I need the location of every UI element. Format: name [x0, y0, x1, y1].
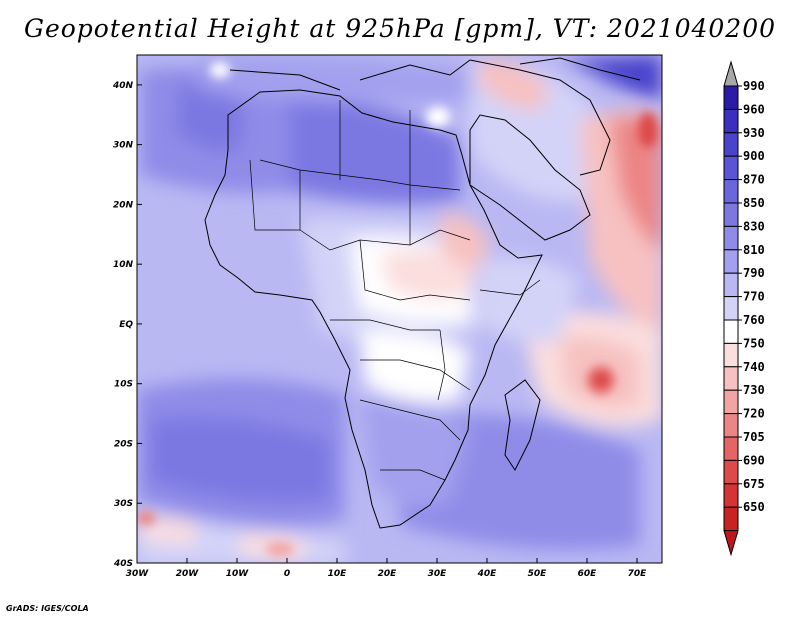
colorbar-label: 810 [743, 243, 765, 257]
lon-tick-label: 30W [126, 569, 150, 579]
lon-tick-label: 50E [528, 569, 548, 579]
colorbar-label: 690 [743, 453, 765, 467]
map-frame [136, 54, 663, 564]
colorbar-label: 930 [743, 126, 765, 140]
lat-tick-label: 20N [113, 200, 134, 210]
colorbar-label: 760 [743, 313, 765, 327]
colorbar-swatch [723, 272, 739, 298]
colorbar-swatch [723, 155, 739, 181]
colorbar-swatch [723, 202, 739, 227]
lat-tick-label: 30S [114, 499, 133, 509]
lon-tick-label: 20W [176, 569, 200, 579]
colorbar-label: 750 [743, 336, 765, 350]
colorbar-swatch [723, 459, 739, 485]
colorbar-label: 675 [743, 477, 765, 491]
lon-tick-label: 60E [578, 569, 598, 579]
colorbar-label: 830 [743, 219, 765, 233]
lat-tick-label: 40S [113, 559, 133, 569]
colorbar-swatch [723, 413, 739, 438]
colorbar-label: 740 [743, 360, 765, 374]
lat-tick-label: 10N [113, 260, 134, 270]
latitude-axis: 40N 30N 20N 10N EQ 10S 20S 30S 40S [112, 81, 142, 569]
colorbar-bottom-triangle [723, 530, 739, 557]
lon-tick-label: 40E [477, 569, 498, 579]
colorbar-label: 960 [743, 102, 765, 116]
colorbar-swatch [723, 483, 739, 508]
colorbar-swatch [723, 225, 739, 251]
colorbar-swatch [723, 389, 739, 415]
borders [249, 100, 541, 481]
colorbar-top-triangle [723, 60, 739, 87]
colorbar-swatch [723, 132, 739, 157]
lat-tick-label: 40N [112, 81, 134, 91]
colorbar-label: 900 [743, 149, 765, 163]
colorbar-label: 770 [743, 290, 765, 304]
lon-tick-label: 70E [628, 569, 648, 579]
colorbar-label: 990 [743, 79, 765, 93]
colorbar-label: 870 [743, 173, 765, 187]
lon-tick-label: 10E [328, 569, 348, 579]
lon-tick-label: 10W [226, 569, 250, 579]
lat-tick-label: EQ [119, 320, 133, 330]
colorbar-swatch [723, 342, 739, 368]
chart-title: Geopotential Height at 925hPa [gpm], VT:… [23, 14, 777, 43]
colorbar-label: 720 [743, 407, 765, 421]
grads-credit: GrADS: IGES/COLA [6, 604, 89, 613]
colorbar-swatch [723, 108, 739, 134]
colorbar-swatch [723, 249, 739, 274]
colorbar-swatch [723, 436, 739, 461]
colorbar-swatch [723, 366, 739, 391]
colorbar-swatch [723, 85, 739, 110]
colorbar-swatch [723, 179, 739, 204]
coastlines [204, 57, 641, 529]
colorbar-label: 730 [743, 383, 765, 397]
colorbar-swatch [723, 296, 739, 321]
colorbar-label: 850 [743, 196, 765, 210]
lon-tick-label: 30E [428, 569, 448, 579]
longitude-axis: 30W 20W 10W 0 10E 20E 30E 40E 50E 60E 70E [126, 558, 647, 579]
colorbar-label: 790 [743, 266, 765, 280]
colorbar-swatch [723, 506, 739, 532]
lon-tick-label: 20E [378, 569, 398, 579]
height-field [137, 55, 662, 563]
colorbar-swatch [723, 319, 739, 344]
lat-tick-label: 10S [114, 380, 133, 390]
lon-tick-label: 0 [284, 569, 290, 579]
lat-tick-label: 20S [114, 439, 133, 449]
lat-tick-label: 30N [113, 141, 134, 151]
colorbar-label: 650 [743, 500, 765, 514]
colorbar-label: 705 [743, 430, 765, 444]
